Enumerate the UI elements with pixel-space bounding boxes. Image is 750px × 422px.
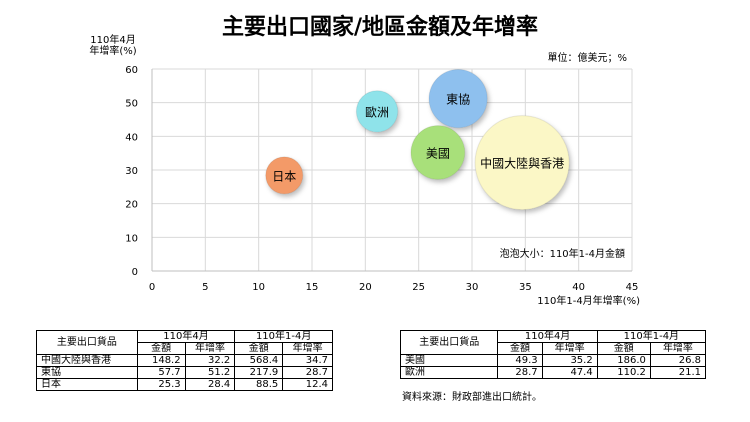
- bubble: [265, 156, 304, 195]
- table-row: 東協 57.7 51.2 217.9 28.7: [36, 366, 333, 379]
- y-tick-label: 60: [125, 65, 138, 76]
- header-growth: 年增率: [541, 342, 598, 355]
- x-tick-label: 10: [252, 282, 265, 293]
- table-row: 中國大陸與香港 148.2 32.2 568.4 34.7: [36, 354, 333, 367]
- bubble-label: 美國: [426, 146, 450, 160]
- y-tick-label: 50: [125, 99, 138, 110]
- cell-value: 28.4: [184, 378, 236, 391]
- export-table-right: 主要出口貨品 110年4月 110年1-4月 金額 年增率 金額 年增率 美國 …: [399, 330, 707, 379]
- header-amount: 金額: [136, 342, 186, 355]
- unit-note: 單位：億美元；%: [547, 51, 627, 64]
- x-axis-label: 110年1-4月年增率(%): [537, 294, 640, 307]
- y-tick-label: 20: [125, 200, 138, 211]
- y-tick-label: 0: [132, 267, 138, 278]
- header-growth: 年增率: [282, 342, 333, 355]
- header-group-apr: 110年4月: [136, 330, 236, 343]
- cell-value: 25.3: [136, 378, 186, 391]
- header-amount: 金額: [596, 342, 651, 355]
- header-amount: 金額: [234, 342, 284, 355]
- x-tick-label: 25: [412, 282, 425, 293]
- bubble: [474, 115, 570, 211]
- row-label: 美國: [399, 354, 499, 367]
- cell-value: 88.5: [234, 378, 284, 391]
- cell-value: 51.2: [184, 366, 236, 379]
- row-label: 中國大陸與香港: [36, 354, 138, 367]
- header-group-jan-apr: 110年1-4月: [234, 330, 333, 343]
- source-note: 資料來源：財政部進出口統計。: [402, 392, 542, 403]
- x-tick-label: 20: [359, 282, 372, 293]
- cell-value: 28.7: [497, 366, 543, 379]
- header-growth: 年增率: [184, 342, 236, 355]
- cell-value: 12.4: [282, 378, 333, 391]
- table-row: 歐洲 28.7 47.4 110.2 21.1: [399, 366, 707, 379]
- cell-value: 47.4: [541, 366, 598, 379]
- y-tick-label: 10: [125, 233, 138, 244]
- y-axis-label-line1: 110年4月: [90, 33, 135, 46]
- tick-labels: 0 10 20 30 40 50 60 0 5 10 15 20 25 30 35 40 45: [125, 65, 638, 293]
- cell-value: 148.2: [136, 354, 186, 367]
- bubble-label: 中國大陸與香港: [480, 156, 564, 171]
- cell-value: 49.3: [497, 354, 543, 367]
- cell-value: 21.1: [649, 366, 707, 379]
- row-label: 日本: [36, 378, 138, 391]
- x-tick-label: 45: [626, 282, 639, 293]
- x-tick-label: 15: [306, 282, 319, 293]
- bubble-label: 日本: [272, 169, 296, 183]
- bubble-label: 東協: [446, 92, 470, 107]
- x-tick-label: 5: [202, 282, 208, 293]
- bubble: [355, 90, 399, 133]
- header-group-jan-apr: 110年1-4月: [596, 330, 707, 343]
- cell-value: 568.4: [234, 354, 284, 367]
- header-group-apr: 110年4月: [497, 330, 598, 343]
- cell-value: 28.7: [282, 366, 333, 379]
- x-tick-label: 35: [519, 282, 532, 293]
- table-row: 美國 49.3 35.2 186.0 26.8: [399, 354, 707, 367]
- cell-value: 110.2: [596, 366, 651, 379]
- y-axis-label-line2: 年增率(%): [89, 44, 136, 57]
- header-goods: 主要出口貨品: [399, 330, 499, 355]
- bubble-chart: 主要出口國家/地區金額及年增率 110年4月 年增率(%) 單位：億美元；% 0…: [89, 14, 640, 307]
- y-tick-label: 40: [125, 132, 138, 143]
- bubble-label: 歐洲: [365, 104, 389, 119]
- cell-value: 217.9: [234, 366, 284, 379]
- cell-value: 57.7: [136, 366, 186, 379]
- cell-value: 35.2: [541, 354, 598, 367]
- bubble: [410, 125, 466, 180]
- row-label: 歐洲: [399, 366, 499, 379]
- row-label: 東協: [36, 366, 138, 379]
- y-tick-label: 30: [125, 166, 138, 177]
- bubble-size-note: 泡泡大小：110年1-4月金額: [500, 247, 625, 260]
- cell-value: 32.2: [184, 354, 236, 367]
- header-amount: 金額: [497, 342, 543, 355]
- x-tick-label: 40: [572, 282, 585, 293]
- bubble: [428, 69, 488, 129]
- header-goods: 主要出口貨品: [36, 330, 138, 355]
- export-table-left: 主要出口貨品 110年4月 110年1-4月 金額 年增率 金額 年增率 中國大…: [36, 330, 333, 391]
- cell-value: 26.8: [649, 354, 707, 367]
- cell-value: 186.0: [596, 354, 651, 367]
- table-row: 日本 25.3 28.4 88.5 12.4: [36, 378, 333, 391]
- header-growth: 年增率: [649, 342, 707, 355]
- x-tick-label: 30: [466, 282, 479, 293]
- cell-value: 34.7: [282, 354, 333, 367]
- axes: [151, 69, 632, 272]
- chart-title: 主要出口國家/地區金額及年增率: [222, 14, 538, 40]
- x-tick-label: 0: [149, 282, 155, 293]
